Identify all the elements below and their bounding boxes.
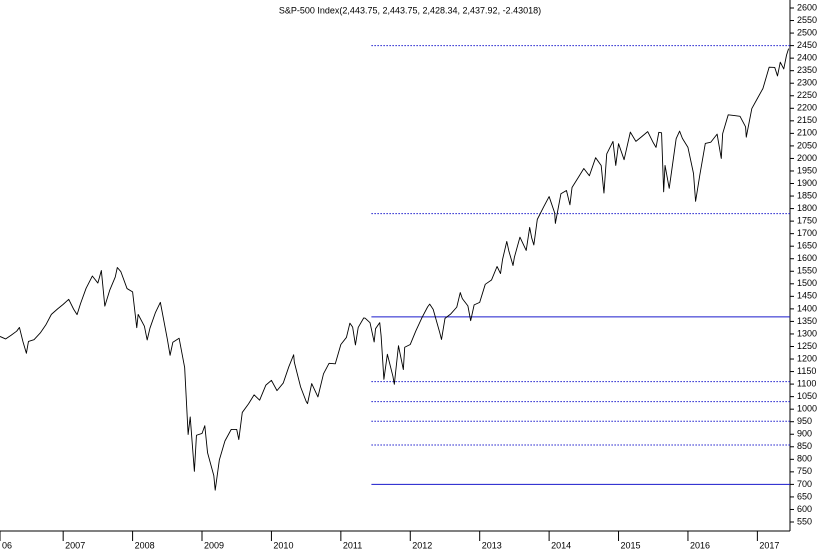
x-tick-label: 2014 (551, 540, 571, 550)
y-tick-label: 1900 (797, 178, 817, 188)
y-tick-label: 900 (797, 429, 812, 439)
x-tick-label: 06 (2, 540, 12, 550)
y-tick-label: 2600 (797, 2, 817, 12)
y-tick-label: 1950 (797, 165, 817, 175)
y-tick-label: 2500 (797, 27, 817, 37)
y-tick-label: 650 (797, 491, 812, 501)
y-tick-label: 700 (797, 479, 812, 489)
y-tick-label: 750 (797, 466, 812, 476)
x-tick-label: 2013 (482, 540, 502, 550)
y-tick-label: 1450 (797, 291, 817, 301)
x-tick-label: 2007 (65, 540, 85, 550)
y-tick-label: 1000 (797, 404, 817, 414)
y-tick-label: 550 (797, 516, 812, 526)
y-tick-label: 1200 (797, 353, 817, 363)
y-tick-label: 1150 (797, 366, 816, 376)
y-tick-label: 1750 (797, 215, 817, 225)
y-tick-label: 950 (797, 416, 812, 426)
y-tick-label: 2050 (797, 140, 817, 150)
y-tick-label: 800 (797, 454, 812, 464)
y-tick-label: 2400 (797, 53, 817, 63)
y-tick-label: 1650 (797, 241, 817, 251)
y-tick-label: 2550 (797, 15, 817, 25)
y-tick-label: 1500 (797, 278, 817, 288)
y-tick-label: 2350 (797, 65, 817, 75)
y-tick-label: 1350 (797, 316, 817, 326)
y-tick-label: 1550 (797, 266, 817, 276)
y-tick-label: 1400 (797, 303, 817, 313)
y-tick-label: 850 (797, 441, 812, 451)
y-tick-label: 1800 (797, 203, 817, 213)
y-tick-label: 1300 (797, 328, 817, 338)
x-tick-label: 2010 (273, 540, 293, 550)
y-tick-label: 2300 (797, 78, 817, 88)
y-tick-label: 1250 (797, 341, 817, 351)
x-tick-label: 2008 (135, 540, 155, 550)
y-tick-label: 2200 (797, 103, 817, 113)
x-tick-label: 2017 (759, 540, 779, 550)
x-tick-label: 2016 (690, 540, 710, 550)
y-tick-label: 2000 (797, 153, 817, 163)
x-tick-label: 2009 (204, 540, 224, 550)
x-tick-label: 2015 (621, 540, 641, 550)
y-tick-label: 2450 (797, 40, 817, 50)
price-line (0, 48, 790, 491)
y-tick-label: 600 (797, 504, 812, 514)
y-tick-label: 2250 (797, 90, 817, 100)
y-tick-label: 1700 (797, 228, 817, 238)
y-tick-label: 2150 (797, 115, 817, 125)
x-tick-label: 2011 (343, 540, 362, 550)
y-tick-label: 1850 (797, 190, 817, 200)
x-tick-label: 2012 (412, 540, 432, 550)
y-tick-label: 1050 (797, 391, 817, 401)
chart-title: S&P-500 Index(2,443.75, 2,443.75, 2,428.… (279, 5, 541, 15)
y-tick-label: 2100 (797, 128, 817, 138)
y-tick-label: 1600 (797, 253, 817, 263)
y-tick-label: 1100 (797, 378, 816, 388)
